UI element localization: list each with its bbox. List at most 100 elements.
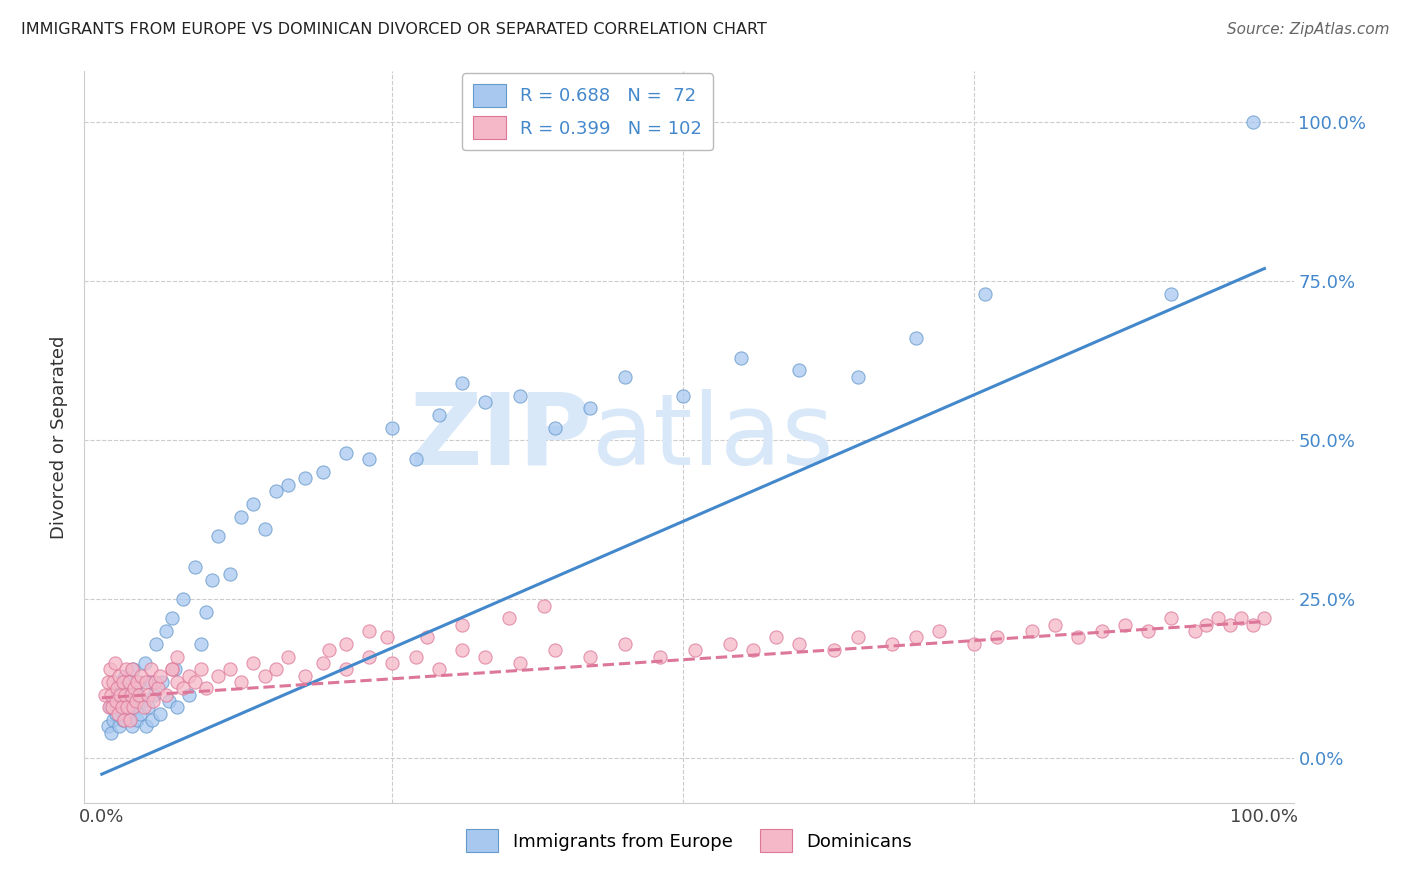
Text: ZIP: ZIP xyxy=(409,389,592,485)
Point xyxy=(451,376,474,390)
Point xyxy=(166,675,188,690)
Point xyxy=(730,351,752,365)
Point xyxy=(166,649,188,664)
Point xyxy=(231,509,253,524)
Point xyxy=(648,649,671,664)
Point xyxy=(683,643,706,657)
Point xyxy=(132,700,155,714)
Point xyxy=(131,694,153,708)
Point xyxy=(765,631,787,645)
Point xyxy=(474,649,496,664)
Point xyxy=(498,611,520,625)
Point xyxy=(115,662,138,676)
Point xyxy=(474,395,496,409)
Point xyxy=(121,719,143,733)
Point xyxy=(149,668,172,682)
Point xyxy=(1091,624,1114,638)
Point xyxy=(312,656,335,670)
Point xyxy=(533,599,555,613)
Point xyxy=(544,643,567,657)
Point xyxy=(509,389,531,403)
Point xyxy=(105,688,128,702)
Point xyxy=(120,688,142,702)
Point xyxy=(359,649,381,664)
Point xyxy=(134,656,156,670)
Point xyxy=(128,688,150,702)
Point xyxy=(253,522,276,536)
Point xyxy=(823,643,845,657)
Point xyxy=(112,713,135,727)
Point xyxy=(294,471,316,485)
Point xyxy=(1114,617,1136,632)
Point xyxy=(195,605,218,619)
Point xyxy=(201,573,224,587)
Point xyxy=(846,631,869,645)
Point xyxy=(207,668,229,682)
Point xyxy=(107,706,129,721)
Point xyxy=(405,649,427,664)
Point xyxy=(381,656,404,670)
Point xyxy=(166,700,188,714)
Point xyxy=(184,675,207,690)
Point xyxy=(1219,617,1241,632)
Point xyxy=(100,726,122,740)
Point xyxy=(427,408,450,422)
Point xyxy=(108,675,131,690)
Point xyxy=(1184,624,1206,638)
Point xyxy=(111,675,134,690)
Point xyxy=(335,446,357,460)
Point xyxy=(125,713,148,727)
Point xyxy=(98,700,121,714)
Point xyxy=(136,700,159,714)
Point xyxy=(125,675,148,690)
Point xyxy=(141,713,163,727)
Point xyxy=(312,465,335,479)
Point xyxy=(741,643,763,657)
Point xyxy=(190,662,212,676)
Point xyxy=(359,452,381,467)
Point xyxy=(129,706,152,721)
Point xyxy=(125,688,148,702)
Point xyxy=(231,675,253,690)
Point xyxy=(122,700,145,714)
Point xyxy=(165,662,187,676)
Point xyxy=(104,706,127,721)
Point xyxy=(135,719,157,733)
Point xyxy=(928,624,950,638)
Point xyxy=(1160,287,1182,301)
Point xyxy=(114,688,136,702)
Point xyxy=(904,631,927,645)
Point xyxy=(94,688,117,702)
Point xyxy=(122,662,145,676)
Point xyxy=(846,369,869,384)
Point xyxy=(135,675,157,690)
Point xyxy=(405,452,427,467)
Point xyxy=(136,688,159,702)
Point xyxy=(277,649,299,664)
Point xyxy=(544,420,567,434)
Point xyxy=(142,694,165,708)
Point xyxy=(131,668,153,682)
Point xyxy=(103,713,125,727)
Point xyxy=(218,662,240,676)
Point xyxy=(108,668,131,682)
Point xyxy=(104,694,127,708)
Point xyxy=(101,700,124,714)
Point xyxy=(110,688,132,702)
Point xyxy=(103,694,125,708)
Point xyxy=(242,656,264,670)
Text: atlas: atlas xyxy=(592,389,834,485)
Point xyxy=(294,668,316,682)
Point xyxy=(160,662,183,676)
Point xyxy=(139,675,162,690)
Point xyxy=(104,656,127,670)
Point xyxy=(277,477,299,491)
Point xyxy=(882,637,904,651)
Point xyxy=(1253,611,1275,625)
Point xyxy=(157,694,180,708)
Point xyxy=(128,675,150,690)
Point xyxy=(124,694,146,708)
Point xyxy=(1137,624,1160,638)
Point xyxy=(1160,611,1182,625)
Point xyxy=(789,637,811,651)
